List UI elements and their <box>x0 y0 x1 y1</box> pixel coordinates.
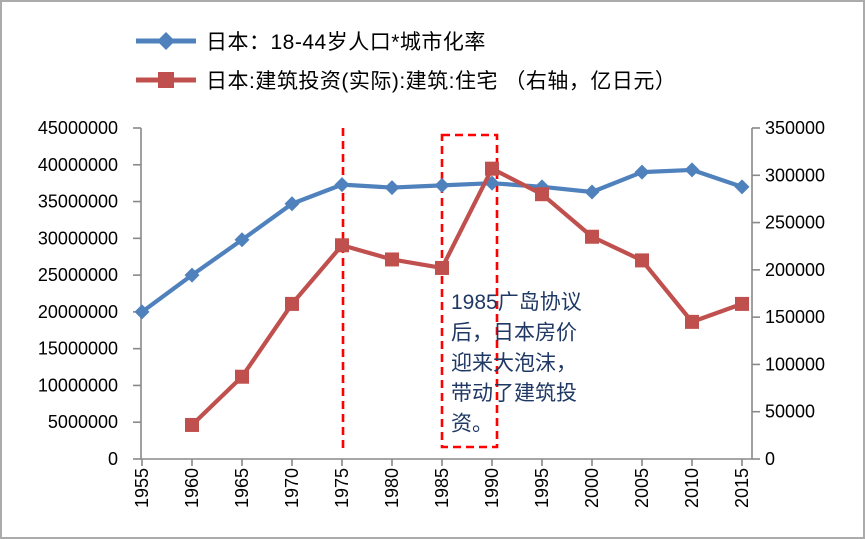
legend-item-investment: 日本:建筑投资(实际):建筑:住宅 （右轴，亿日元） <box>135 65 676 95</box>
diamond-marker <box>684 162 700 178</box>
legend-line-diamond-icon <box>136 32 196 50</box>
diamond-marker <box>384 180 400 196</box>
right-axis-tick-label: 150000 <box>765 307 825 327</box>
diamond-marker <box>184 267 200 283</box>
diamond-marker <box>234 232 250 248</box>
diamond-marker <box>634 164 650 180</box>
annotation-note-line: 后，日本房价 <box>451 321 577 344</box>
annotation-note-line: 1985广岛协议 <box>451 291 582 314</box>
x-axis-year-label: 2010 <box>682 468 702 508</box>
axes <box>133 127 760 466</box>
diamond-marker <box>734 179 750 195</box>
x-axis-year-label: 2000 <box>582 468 602 508</box>
x-axis-year-label: 1975 <box>332 468 352 508</box>
left-axis-tick-label: 35000000 <box>38 192 118 212</box>
square-marker <box>485 161 499 176</box>
axis-tick-labels: 0 5000000 10000000 15000000 20000000 25000000… <box>38 118 825 508</box>
diamond-marker <box>334 177 350 193</box>
square-marker <box>235 369 249 384</box>
annotation-box-1985-1990 <box>440 133 499 449</box>
square-marker <box>185 417 199 432</box>
diamond-marker <box>284 196 300 212</box>
series-investment-line <box>185 161 749 432</box>
right-axis-tick-label: 350000 <box>765 118 825 138</box>
left-axis-tick-label: 15000000 <box>38 339 118 359</box>
square-marker <box>635 253 649 268</box>
square-marker <box>585 229 599 244</box>
square-marker <box>735 296 749 311</box>
square-marker <box>535 187 549 202</box>
x-axis-year-label: 1965 <box>232 468 252 508</box>
x-axis-year-label: 2005 <box>632 468 652 508</box>
x-axis-year-label: 2015 <box>732 468 752 508</box>
right-axis-tick-label: 300000 <box>765 165 825 185</box>
left-axis-tick-label: 25000000 <box>38 265 118 285</box>
square-marker <box>285 296 299 311</box>
left-axis-tick-label: 5000000 <box>48 412 118 432</box>
square-marker <box>385 252 399 267</box>
right-axis-tick-label: 50000 <box>765 402 815 422</box>
diamond-marker <box>434 177 450 193</box>
x-axis-year-label: 1970 <box>282 468 302 508</box>
square-marker <box>335 238 349 253</box>
x-axis-year-label: 1980 <box>382 468 402 508</box>
legend-label-population: 日本：18-44岁人口*城市化率 <box>206 31 486 54</box>
left-axis-tick-label: 30000000 <box>38 228 118 248</box>
left-axis-tick-label: 40000000 <box>38 155 118 175</box>
left-axis-tick-label: 45000000 <box>38 118 118 138</box>
x-axis-year-label: 1960 <box>182 468 202 508</box>
legend-label-investment: 日本:建筑投资(实际):建筑:住宅 （右轴，亿日元） <box>206 70 677 93</box>
left-axis-tick-label: 20000000 <box>38 302 118 322</box>
legend-line-square-icon <box>136 72 196 88</box>
left-axis-tick-label: 10000000 <box>38 375 118 395</box>
series-path <box>189 166 745 428</box>
right-axis-tick-label: 200000 <box>765 260 825 280</box>
right-axis-tick-label: 250000 <box>765 213 825 233</box>
x-axis-year-label: 1995 <box>532 468 552 508</box>
diamond-marker <box>134 304 150 320</box>
x-axis-year-label: 1955 <box>132 468 152 508</box>
right-axis-tick-label: 0 <box>765 449 775 469</box>
right-axis-tick-label: 100000 <box>765 354 825 374</box>
x-axis-year-label: 1985 <box>432 468 452 508</box>
legend-item-population: 日本：18-44岁人口*城市化率 <box>135 26 486 56</box>
left-axis-tick-label: 0 <box>108 449 118 469</box>
annotation-note-line: 迎来大泡沫， <box>451 352 577 375</box>
annotation-note-line: 资。 <box>451 413 493 436</box>
annotation-note-line: 带动了建筑投 <box>451 382 577 405</box>
diamond-marker <box>584 184 600 200</box>
x-axis-year-label: 1990 <box>482 468 502 508</box>
square-marker <box>685 314 699 329</box>
square-marker <box>435 260 449 275</box>
